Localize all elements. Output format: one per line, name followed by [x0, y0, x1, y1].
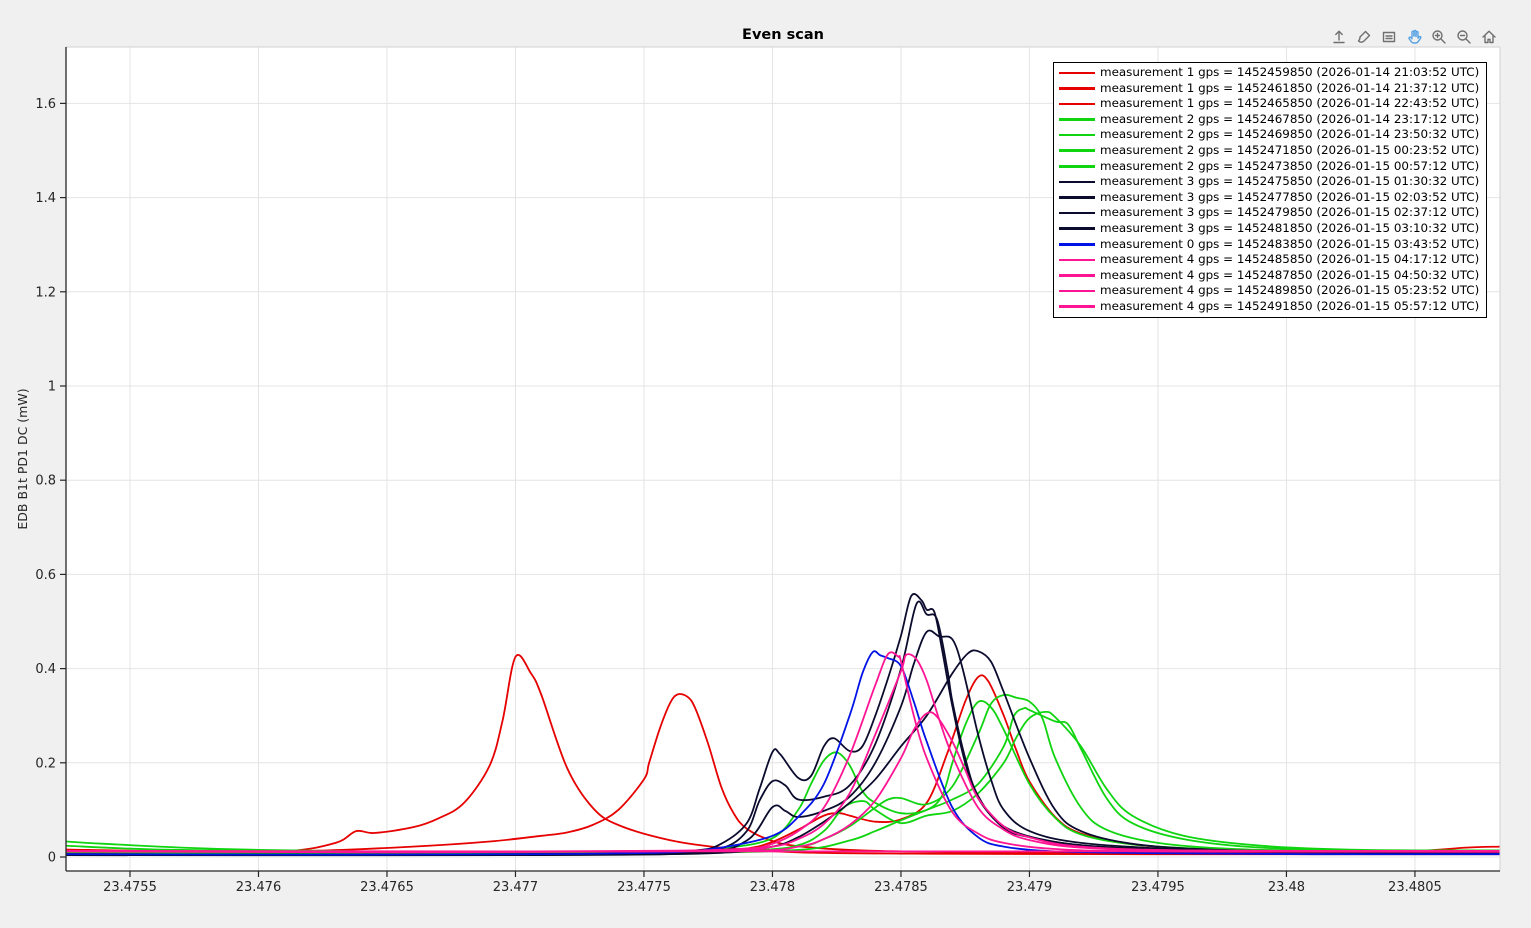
x-tick-label: 23.48: [1268, 880, 1305, 895]
legend-label: measurement 4 gps = 1452485850 (2026-01-…: [1100, 252, 1480, 267]
legend-line-swatch: [1059, 118, 1095, 121]
x-tick-label: 23.4805: [1388, 880, 1442, 895]
legend-label: measurement 1 gps = 1452461850 (2026-01-…: [1100, 80, 1480, 95]
legend-item[interactable]: measurement 4 gps = 1452491850 (2026-01-…: [1059, 299, 1486, 315]
series-line-1: [66, 693, 1500, 855]
legend-box[interactable]: measurement 1 gps = 1452459850 (2026-01-…: [1053, 62, 1487, 318]
datatips-icon[interactable]: [1379, 27, 1399, 47]
y-tick-label: 1: [48, 379, 56, 394]
legend-item[interactable]: measurement 0 gps = 1452483850 (2026-01-…: [1059, 237, 1486, 253]
legend-label: measurement 3 gps = 1452481850 (2026-01-…: [1100, 220, 1480, 235]
restore-view-icon[interactable]: [1479, 27, 1499, 47]
legend-item[interactable]: measurement 1 gps = 1452461850 (2026-01-…: [1059, 81, 1486, 97]
legend-item[interactable]: measurement 4 gps = 1452487850 (2026-01-…: [1059, 268, 1486, 284]
legend-label: measurement 2 gps = 1452471850 (2026-01-…: [1100, 142, 1480, 157]
series-line-0: [66, 654, 1500, 856]
y-axis-label: EDB B1t PD1 DC (mW): [15, 388, 30, 529]
legend-line-swatch: [1059, 211, 1095, 215]
legend-item[interactable]: measurement 3 gps = 1452479850 (2026-01-…: [1059, 205, 1486, 221]
legend-label: measurement 4 gps = 1452491850 (2026-01-…: [1100, 298, 1480, 313]
export-icon[interactable]: [1329, 27, 1349, 47]
legend-line-swatch: [1059, 165, 1095, 168]
legend-line-swatch: [1059, 196, 1095, 199]
y-tick-label: 1.2: [35, 285, 56, 300]
legend-label: measurement 4 gps = 1452489850 (2026-01-…: [1100, 283, 1480, 298]
y-tick-label: 0.6: [35, 568, 56, 583]
y-tick-label: 0.4: [35, 662, 56, 677]
legend-label: measurement 0 gps = 1452483850 (2026-01-…: [1100, 236, 1480, 251]
brush-icon[interactable]: [1354, 27, 1374, 47]
legend-line-swatch: [1059, 289, 1095, 293]
x-tick-label: 23.4775: [617, 880, 671, 895]
axes-toolbar: [1329, 27, 1499, 47]
legend-line-swatch: [1059, 102, 1095, 106]
legend-label: measurement 2 gps = 1452469850 (2026-01-…: [1100, 127, 1480, 142]
y-tick-label: 1.6: [35, 97, 56, 112]
legend-label: measurement 2 gps = 1452473850 (2026-01-…: [1100, 158, 1480, 173]
legend-line-swatch: [1059, 71, 1095, 75]
legend-label: measurement 3 gps = 1452477850 (2026-01-…: [1100, 189, 1480, 204]
legend-line-swatch: [1059, 274, 1095, 277]
legend-item[interactable]: measurement 1 gps = 1452465850 (2026-01-…: [1059, 96, 1486, 112]
legend-label: measurement 1 gps = 1452459850 (2026-01-…: [1100, 65, 1480, 79]
legend-item[interactable]: measurement 2 gps = 1452467850 (2026-01-…: [1059, 112, 1486, 128]
legend-item[interactable]: measurement 3 gps = 1452477850 (2026-01-…: [1059, 190, 1486, 206]
legend-label: measurement 4 gps = 1452487850 (2026-01-…: [1100, 267, 1480, 282]
x-tick-label: 23.4785: [874, 880, 928, 895]
legend-item[interactable]: measurement 2 gps = 1452471850 (2026-01-…: [1059, 143, 1486, 159]
x-tick-label: 23.477: [493, 880, 539, 895]
legend-line-swatch: [1059, 305, 1095, 308]
legend-label: measurement 3 gps = 1452479850 (2026-01-…: [1100, 205, 1480, 220]
x-tick-label: 23.479: [1007, 880, 1053, 895]
y-tick-label: 0.8: [35, 474, 56, 489]
legend-item[interactable]: measurement 4 gps = 1452485850 (2026-01-…: [1059, 252, 1486, 268]
legend-label: measurement 2 gps = 1452467850 (2026-01-…: [1100, 111, 1480, 126]
legend-line-swatch: [1059, 180, 1095, 184]
x-tick-label: 23.4765: [360, 880, 414, 895]
legend-line-swatch: [1059, 149, 1095, 153]
zoom-out-icon[interactable]: [1454, 27, 1474, 47]
legend-item[interactable]: measurement 3 gps = 1452481850 (2026-01-…: [1059, 221, 1486, 237]
legend-line-swatch: [1059, 258, 1095, 262]
x-tick-label: 23.476: [236, 880, 282, 895]
series-line-15: [66, 849, 1500, 853]
legend-item[interactable]: measurement 1 gps = 1452459850 (2026-01-…: [1059, 65, 1486, 81]
y-tick-label: 0: [48, 851, 56, 866]
legend-line-swatch: [1059, 133, 1095, 137]
chart-title: Even scan: [742, 27, 824, 43]
legend-item[interactable]: measurement 2 gps = 1452469850 (2026-01-…: [1059, 127, 1486, 143]
legend-line-swatch: [1059, 243, 1095, 246]
y-tick-label: 0.2: [35, 756, 56, 771]
legend-item[interactable]: measurement 2 gps = 1452473850 (2026-01-…: [1059, 159, 1486, 175]
x-tick-label: 23.4755: [103, 880, 157, 895]
x-tick-label: 23.4795: [1131, 880, 1185, 895]
series-group: [66, 593, 1500, 857]
legend-item[interactable]: measurement 4 gps = 1452489850 (2026-01-…: [1059, 283, 1486, 299]
x-tick-label: 23.478: [750, 880, 796, 895]
legend-line-swatch: [1059, 227, 1095, 231]
legend-line-swatch: [1059, 87, 1095, 90]
legend-label: measurement 3 gps = 1452475850 (2026-01-…: [1100, 174, 1480, 189]
zoom-in-icon[interactable]: [1429, 27, 1449, 47]
pan-icon[interactable]: [1404, 27, 1424, 47]
series-line-10: [66, 649, 1500, 856]
legend-label: measurement 1 gps = 1452465850 (2026-01-…: [1100, 96, 1480, 111]
legend-item[interactable]: measurement 3 gps = 1452475850 (2026-01-…: [1059, 174, 1486, 190]
y-tick-label: 1.4: [35, 191, 56, 206]
